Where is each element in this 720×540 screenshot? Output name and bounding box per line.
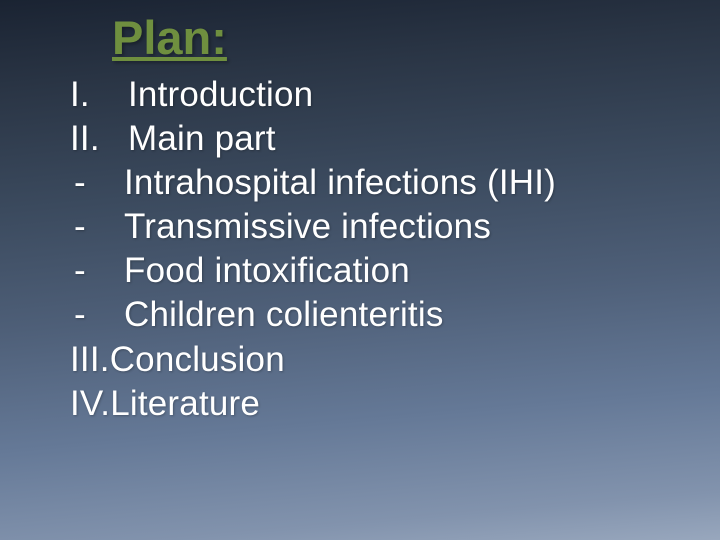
outline-label: - bbox=[70, 205, 124, 249]
outline-row: III. Conclusion bbox=[70, 338, 650, 382]
outline-text: Intrahospital infections (IHI) bbox=[124, 161, 556, 205]
outline-text: Main part bbox=[128, 117, 276, 161]
outline-row: IV. Literature bbox=[70, 382, 650, 426]
outline-text: Transmissive infections bbox=[124, 205, 491, 249]
outline-label: IV. bbox=[70, 382, 110, 426]
slide-body: I. Introduction II. Main part - Intrahos… bbox=[70, 73, 650, 426]
outline-label: III. bbox=[70, 338, 110, 382]
slide: Plan: I. Introduction II. Main part - In… bbox=[0, 0, 720, 540]
outline-label: - bbox=[70, 293, 124, 337]
outline-label: - bbox=[70, 161, 124, 205]
outline-row: - Children colienteritis bbox=[70, 293, 650, 337]
outline-text: Food intoxification bbox=[124, 249, 410, 293]
outline-label: I. bbox=[70, 73, 128, 117]
outline-row: I. Introduction bbox=[70, 73, 650, 117]
outline-text: Children colienteritis bbox=[124, 293, 444, 337]
outline-label: - bbox=[70, 249, 124, 293]
slide-title: Plan: bbox=[112, 10, 650, 65]
outline-text: Introduction bbox=[128, 73, 313, 117]
outline-row: - Transmissive infections bbox=[70, 205, 650, 249]
outline-text: Conclusion bbox=[110, 338, 285, 382]
outline-row: - Intrahospital infections (IHI) bbox=[70, 161, 650, 205]
outline-text: Literature bbox=[110, 382, 260, 426]
outline-row: - Food intoxification bbox=[70, 249, 650, 293]
outline-label: II. bbox=[70, 117, 128, 161]
outline-row: II. Main part bbox=[70, 117, 650, 161]
